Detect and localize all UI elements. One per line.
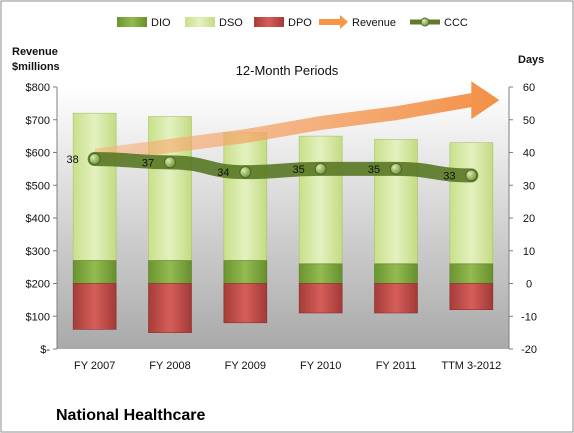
x-tick-label-2: FY 2009	[225, 360, 266, 372]
legend-swatch-dso	[185, 17, 215, 27]
legend-arrow-icon	[319, 15, 348, 29]
revenue-layer	[94, 81, 500, 163]
x-tick-label-3: FY 2010	[300, 360, 341, 372]
right-tick-label-8: 60	[523, 82, 535, 94]
ccc-data-label-5: 33	[443, 170, 455, 182]
right-tick-label-3: 10	[523, 246, 535, 258]
bar-dio-5	[449, 263, 494, 284]
bar-dio-2	[223, 260, 268, 284]
bar-dso-3	[298, 135, 343, 265]
left-axis-title-line1: Revenue	[12, 46, 58, 58]
right-tick-label-6: 40	[523, 148, 535, 160]
left-tick-label-4: $400	[26, 213, 50, 225]
legend-label-dso: DSO	[219, 17, 243, 29]
legend-item-dio: DIO	[117, 17, 171, 29]
right-tick-label-0: -20	[521, 344, 537, 356]
legend-swatch-dio	[117, 17, 147, 27]
bar-dpo-5	[449, 283, 494, 311]
left-tick-label-8: $800	[26, 82, 50, 94]
legend-item-dso: DSO	[185, 17, 243, 29]
right-tick-label-1: -10	[521, 311, 537, 323]
left-tick-label-2: $200	[26, 279, 50, 291]
legend-label-ccc: CCC	[444, 17, 468, 29]
left-tick-label-6: $600	[26, 148, 50, 160]
bar-dpo-3	[298, 283, 343, 314]
left-tick-label-3: $300	[26, 246, 50, 258]
x-tick-label-5: TTM 3-2012	[441, 360, 501, 372]
bar-dso-5	[449, 142, 494, 265]
bar-dio-4	[374, 263, 418, 284]
right-axis-title: Days	[518, 54, 544, 66]
left-axis-title-line2: $millions	[12, 61, 60, 73]
ccc-point-3	[314, 162, 327, 175]
ccc-layer: 38 37 34 35 35 33	[67, 152, 479, 182]
bar-dso-0	[72, 112, 117, 261]
bar-dpo-0	[72, 283, 117, 330]
legend-swatch-dpo	[254, 17, 284, 27]
ccc-data-label-1: 37	[142, 157, 154, 169]
ccc-data-label-4: 35	[368, 164, 380, 176]
legend-item-ccc: CCC	[410, 17, 468, 29]
x-tick-label-0: FY 2007	[74, 360, 115, 372]
ccc-point-4	[390, 162, 402, 175]
right-tick-label-5: 30	[523, 180, 535, 192]
left-tick-label-0: $-	[40, 344, 50, 356]
ccc-data-label-0: 38	[67, 154, 79, 166]
revenue-arrow	[94, 81, 500, 163]
bar-dio-1	[148, 260, 192, 284]
chart-subtitle: 12-Month Periods	[236, 63, 339, 78]
bar-dso-4	[374, 139, 418, 265]
bar-dpo-2	[223, 283, 268, 324]
legend-label-revenue: Revenue	[352, 17, 396, 29]
bar-dio-0	[72, 260, 117, 284]
bar-dpo-1	[148, 283, 192, 333]
ccc-data-label-2: 34	[217, 167, 229, 179]
x-tick-label-1: FY 2008	[149, 360, 190, 372]
ccc-point-1	[164, 156, 176, 169]
left-tick-label-7: $700	[26, 115, 50, 127]
legend-label-dio: DIO	[151, 17, 171, 29]
ccc-data-label-3: 35	[293, 164, 305, 176]
ccc-point-5	[465, 169, 478, 182]
bar-dio-3	[298, 263, 343, 284]
company-name: National Healthcare	[56, 407, 205, 424]
legend-marker-ccc	[420, 17, 430, 27]
legend: DIO DSO DPO Revenue CCC	[117, 15, 468, 29]
legend-item-dpo: DPO	[254, 17, 312, 29]
bar-dpo-4	[374, 283, 418, 314]
bar-dso-2	[223, 132, 268, 261]
legend-item-revenue: Revenue	[319, 15, 396, 29]
left-tick-label-5: $500	[26, 180, 50, 192]
ccc-point-2	[239, 166, 252, 179]
right-tick-label-4: 20	[523, 213, 535, 225]
x-tick-label-4: FY 2011	[376, 360, 417, 372]
right-tick-label-2: 0	[526, 279, 532, 291]
bars-layer	[72, 112, 494, 333]
legend-label-dpo: DPO	[288, 17, 312, 29]
ccc-point-0	[88, 153, 101, 166]
axes-layer: $- $100 $200 $300 $400 $500 $600 $700 $800 -20 -10…	[26, 82, 537, 372]
right-tick-label-7: 50	[523, 115, 535, 127]
left-tick-label-1: $100	[26, 311, 50, 323]
